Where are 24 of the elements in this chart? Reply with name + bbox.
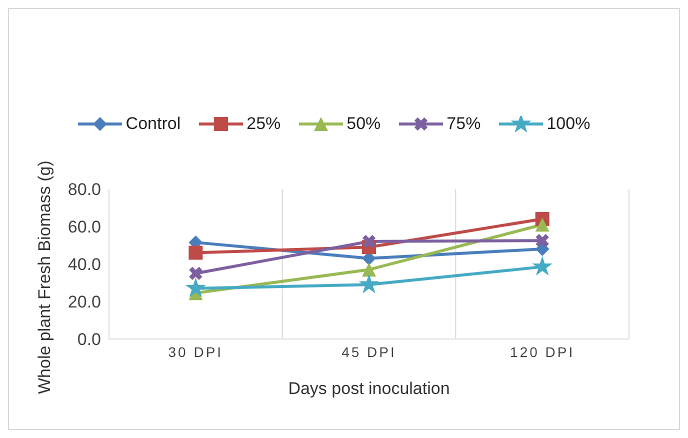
x-axis-title: Days post inoculation: [288, 379, 450, 398]
point: [188, 246, 203, 260]
point: [185, 278, 206, 298]
y-tick-label: 0.0: [77, 330, 101, 350]
x-tick-label: 120 DPI: [510, 344, 575, 360]
point: [189, 266, 202, 280]
legend-label: 100%: [546, 114, 590, 134]
point: [362, 262, 376, 277]
point: [358, 274, 380, 294]
y-tick-label: 20.0: [68, 292, 101, 312]
point: [532, 256, 553, 276]
y-tick-label: 40.0: [68, 255, 101, 274]
y-tick-label: 80.0: [68, 180, 101, 200]
legend-label: 50%: [346, 114, 381, 134]
point: [535, 218, 550, 232]
y-axis-title: Whole plant Fresh Biomass (g): [35, 160, 54, 394]
legend-label: 25%: [246, 114, 281, 134]
y-tick-label: 60.0: [68, 218, 101, 237]
point: [536, 234, 549, 248]
x-tick-label: 45 DPI: [342, 344, 396, 360]
point: [362, 234, 376, 248]
legend-label: Control: [124, 114, 181, 134]
legend-label: 75%: [446, 114, 481, 134]
x-tick-label: 30 DPI: [168, 344, 224, 360]
